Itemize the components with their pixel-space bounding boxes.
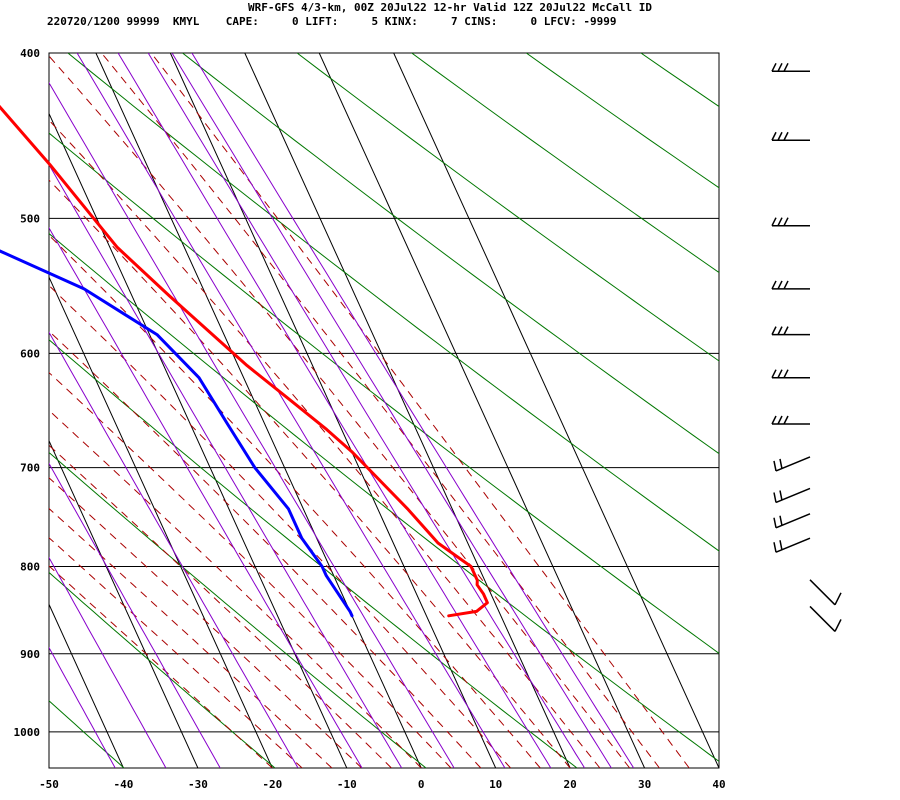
x-tick-label: -40 (113, 778, 133, 791)
isotherm-30 (318, 53, 646, 768)
x-tick-label: -50 (39, 778, 59, 791)
profile-lines (0, 104, 489, 618)
y-tick-label: 700 (20, 462, 40, 475)
dry-adiabat-390 (296, 53, 719, 362)
moist-adiabat-12 (49, 284, 511, 768)
x-tick-label: -10 (337, 778, 357, 791)
moist-adiabat-0 (49, 409, 422, 768)
adiabats-and-mixing-lines (49, 53, 900, 768)
moist-adiabat-28 (49, 55, 631, 768)
x-tick-label: 0 (418, 778, 425, 791)
mixing-ratio-line-12 (117, 53, 552, 768)
y-tick-label: 600 (20, 347, 40, 360)
wind-barb-770 (773, 537, 811, 553)
isotherm--40 (49, 603, 124, 768)
moist-adiabat-32 (101, 53, 660, 768)
y-tick-label: 900 (20, 648, 40, 661)
x-tick-label: 20 (563, 778, 576, 791)
isotherm-0 (95, 53, 422, 768)
wind-barb-585 (771, 326, 810, 336)
dry-adiabat-290 (49, 339, 578, 768)
moist-adiabat-8 (49, 330, 482, 768)
wind-barb-690 (773, 456, 811, 472)
mixing-ratio-line-20 (171, 53, 612, 768)
wind-barb-620 (771, 369, 810, 379)
isotherm-40 (393, 53, 719, 768)
y-tick-label: 1000 (14, 726, 41, 739)
moist-adiabat--20 (49, 565, 273, 768)
grid-clip-group (49, 53, 719, 768)
wind-barb-550 (771, 280, 810, 290)
mixing-ratio-line-5 (49, 81, 455, 768)
isotherm-20 (244, 53, 571, 768)
dry-adiabat-430 (526, 53, 719, 189)
mixing-ratio-line-8 (76, 53, 506, 768)
dry-adiabat-330 (49, 132, 719, 654)
mixing-ratio-line-0.2 (49, 556, 167, 768)
moist-adiabat-4 (49, 371, 452, 768)
dry-adiabat-370 (182, 53, 719, 455)
isotherm--30 (49, 439, 199, 768)
moist-adiabat-16 (49, 234, 541, 768)
moist-adiabat--16 (49, 537, 303, 768)
dry-adiabat-310 (49, 232, 719, 763)
y-tick-label: 800 (20, 561, 40, 574)
profile-line-2 (0, 249, 354, 618)
mixing-ratio-line-0.1 (49, 646, 116, 768)
moist-adiabat-36 (150, 53, 690, 768)
wind-barb-745 (773, 513, 811, 529)
wind-barb-505 (771, 217, 810, 227)
wind-barb-660 (771, 415, 810, 425)
dry-adiabat-230 (49, 700, 125, 768)
moist-adiabat--8 (49, 477, 363, 768)
mixing-ratio-line-3 (49, 163, 403, 768)
mixing-ratio-line-0.4 (49, 462, 221, 768)
wind-barbs (771, 62, 842, 632)
mixing-ratio-line-24 (191, 53, 635, 768)
moist-adiabat--4 (49, 444, 392, 768)
dry-adiabat-350 (67, 53, 719, 552)
moist-adiabat-20 (49, 179, 571, 768)
wind-barb-850 (809, 605, 842, 632)
y-tick-label: 400 (20, 47, 40, 60)
station-indices-line: 220720/1200 99999 KMYL CAPE: 0 LIFT: 5 K… (47, 15, 617, 28)
dry-adiabat-470 (756, 53, 900, 768)
axis-tick-labels: -50 -40 -30 -20 -10 0 10 20 30 40 400 500 600 700 800 9… (14, 47, 726, 791)
y-tick-label: 500 (20, 212, 40, 225)
dry-adiabat-410 (411, 53, 719, 274)
mixing-ratio-line-16 (147, 53, 586, 768)
isotherm--20 (49, 275, 273, 768)
x-tick-label: 40 (712, 778, 725, 791)
mixing-ratio-line-2 (49, 226, 363, 768)
wind-barb-450 (771, 131, 810, 142)
dry-adiabat-270 (49, 451, 427, 768)
x-tick-label: 10 (489, 778, 502, 791)
plot-frame (48, 52, 720, 769)
wind-barb-720 (773, 487, 811, 504)
x-tick-label: -30 (188, 778, 208, 791)
wind-barb-410 (771, 62, 810, 73)
mixing-ratio-line-1 (49, 331, 299, 768)
dry-adiabat-250 (49, 571, 276, 768)
moist-adiabat--12 (49, 507, 333, 768)
x-tick-label: 30 (638, 778, 651, 791)
profile-line-1 (0, 104, 489, 618)
reference-grid (48, 52, 720, 769)
wind-barb-820 (809, 579, 842, 606)
x-tick-label: -20 (262, 778, 282, 791)
chart-title: WRF-GFS 4/3-km, 00Z 20Jul22 12-hr Valid … (248, 1, 652, 14)
